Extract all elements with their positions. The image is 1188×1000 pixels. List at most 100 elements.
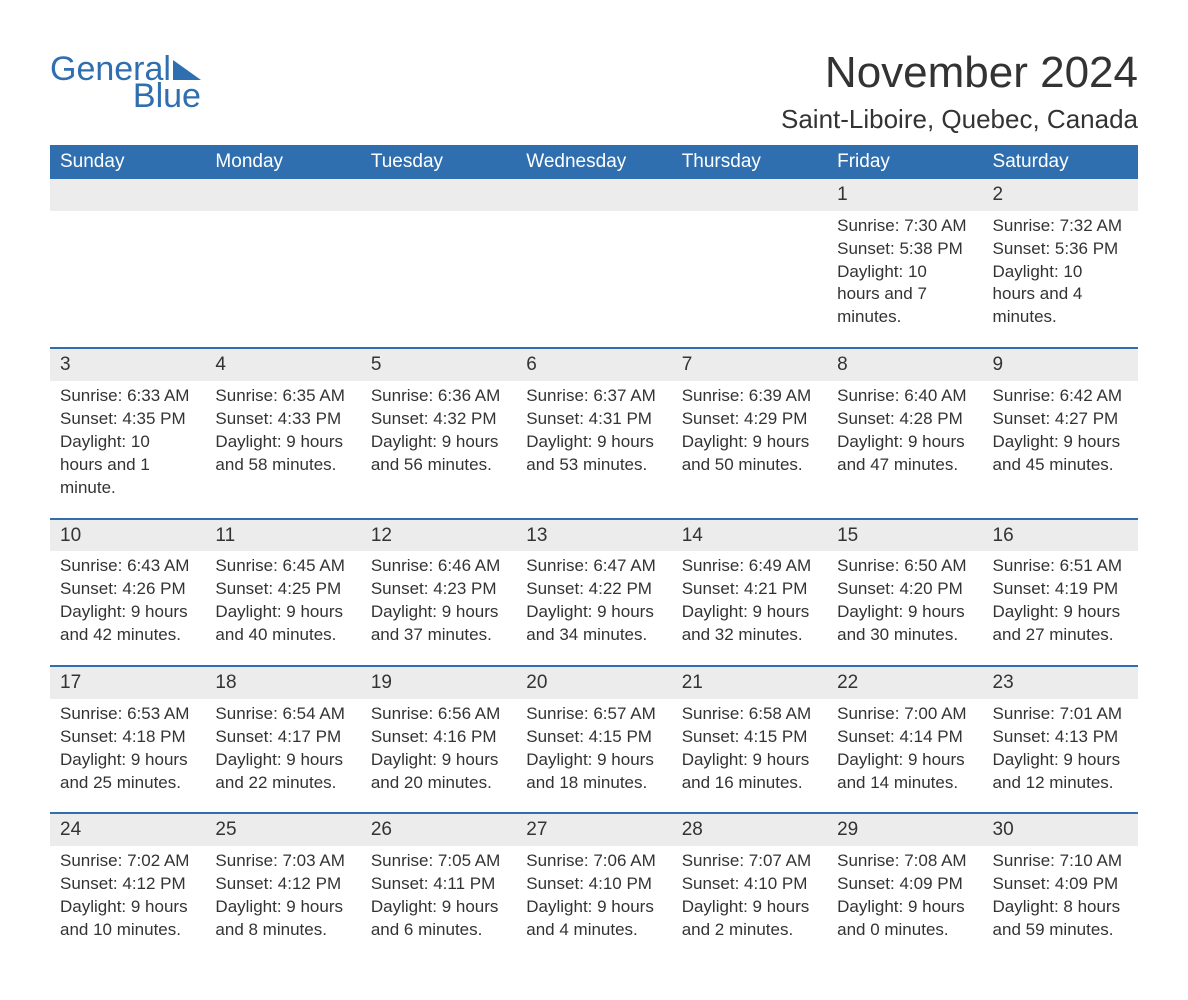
- sunset-line: Sunset: 4:26 PM: [60, 578, 195, 601]
- day-number: 15: [827, 520, 982, 552]
- sunset-line: Sunset: 4:13 PM: [993, 726, 1128, 749]
- sunrise-line: Sunrise: 7:32 AM: [993, 215, 1128, 238]
- day-number: 26: [361, 814, 516, 846]
- sunrise-line: Sunrise: 6:56 AM: [371, 703, 506, 726]
- sunset-line: Sunset: 4:27 PM: [993, 408, 1128, 431]
- calendar-cell: 11Sunrise: 6:45 AMSunset: 4:25 PMDayligh…: [205, 519, 360, 666]
- day-number: 8: [827, 349, 982, 381]
- daylight-line: Daylight: 9 hours and 58 minutes.: [215, 431, 350, 477]
- daynum-blank: [50, 179, 205, 211]
- calendar-cell: 6Sunrise: 6:37 AMSunset: 4:31 PMDaylight…: [516, 348, 671, 518]
- daylight-line: Daylight: 9 hours and 12 minutes.: [993, 749, 1128, 795]
- calendar-week-row: 10Sunrise: 6:43 AMSunset: 4:26 PMDayligh…: [50, 519, 1138, 666]
- day-number: 22: [827, 667, 982, 699]
- calendar-cell: 10Sunrise: 6:43 AMSunset: 4:26 PMDayligh…: [50, 519, 205, 666]
- calendar-cell: 24 Sunrise: 7:02 AMSunset: 4:12 PMDayligh…: [50, 813, 205, 959]
- calendar-cell: 30Sunrise: 7:10 AMSunset: 4:09 PMDayligh…: [983, 813, 1138, 959]
- calendar-cell: 4Sunrise: 6:35 AMSunset: 4:33 PMDaylight…: [205, 348, 360, 518]
- day-number: 18: [205, 667, 360, 699]
- sunset-line: Sunset: 4:31 PM: [526, 408, 661, 431]
- calendar-cell: 28Sunrise: 7:07 AMSunset: 4:10 PMDayligh…: [672, 813, 827, 959]
- calendar-cell: 7Sunrise: 6:39 AMSunset: 4:29 PMDaylight…: [672, 348, 827, 518]
- calendar-cell: 27 Sunrise: 7:06 AMSunset: 4:10 PMDayligh…: [516, 813, 671, 959]
- calendar-cell: 12Sunrise: 6:46 AMSunset: 4:23 PMDayligh…: [361, 519, 516, 666]
- sunrise-line: Sunrise: 7:10 AM: [993, 850, 1128, 873]
- sunrise-line: Sunrise: 6:58 AM: [682, 703, 817, 726]
- sunrise-line: Sunrise: 6:43 AM: [60, 555, 195, 578]
- day-number: 13: [516, 520, 671, 552]
- sunrise-line: Sunrise: 7:06 AM: [526, 850, 661, 873]
- day-details: Sunrise: 6:57 AMSunset: 4:15 PMDaylight:…: [526, 703, 661, 795]
- sunrise-line: Sunrise: 6:49 AM: [682, 555, 817, 578]
- daylight-line: Daylight: 9 hours and 6 minutes.: [371, 896, 506, 942]
- weekday-friday: Friday: [827, 145, 982, 179]
- calendar-cell: 26 Sunrise: 7:05 AMSunset: 4:11 PMDayligh…: [361, 813, 516, 959]
- daylight-line: Daylight: 9 hours and 50 minutes.: [682, 431, 817, 477]
- day-number: 30: [983, 814, 1138, 846]
- month-title: November 2024: [781, 48, 1138, 98]
- sunset-line: Sunset: 4:32 PM: [371, 408, 506, 431]
- daylight-line: Daylight: 10 hours and 1 minute.: [60, 431, 195, 500]
- day-number: 27: [516, 814, 671, 846]
- calendar-cell: 2Sunrise: 7:32 AMSunset: 5:36 PMDaylight…: [983, 179, 1138, 348]
- calendar-cell: 29Sunrise: 7:08 AMSunset: 4:09 PMDayligh…: [827, 813, 982, 959]
- day-details: Sunrise: 7:05 AMSunset: 4:11 PMDaylight:…: [371, 850, 506, 942]
- sunset-line: Sunset: 4:17 PM: [215, 726, 350, 749]
- sunrise-line: Sunrise: 7:05 AM: [371, 850, 506, 873]
- calendar-cell: [361, 179, 516, 348]
- sunrise-line: Sunrise: 6:51 AM: [993, 555, 1128, 578]
- sunrise-line: Sunrise: 6:42 AM: [993, 385, 1128, 408]
- day-number: 16: [983, 520, 1138, 552]
- calendar-cell: [516, 179, 671, 348]
- day-details: Sunrise: 7:01 AMSunset: 4:13 PMDaylight:…: [993, 703, 1128, 795]
- weekday-thursday: Thursday: [672, 145, 827, 179]
- sunrise-line: Sunrise: 6:45 AM: [215, 555, 350, 578]
- day-details: Sunrise: 6:46 AMSunset: 4:23 PMDaylight:…: [371, 555, 506, 647]
- day-details: Sunrise: 6:58 AMSunset: 4:15 PMDaylight:…: [682, 703, 817, 795]
- day-number: 14: [672, 520, 827, 552]
- day-details: Sunrise: 6:54 AMSunset: 4:17 PMDaylight:…: [215, 703, 350, 795]
- sunrise-line: Sunrise: 7:30 AM: [837, 215, 972, 238]
- sunset-line: Sunset: 4:22 PM: [526, 578, 661, 601]
- day-number: 19: [361, 667, 516, 699]
- calendar-week-row: 1Sunrise: 7:30 AMSunset: 5:38 PMDaylight…: [50, 179, 1138, 348]
- daynum-blank: [361, 179, 516, 211]
- calendar-cell: 22Sunrise: 7:00 AMSunset: 4:14 PMDayligh…: [827, 666, 982, 813]
- daylight-line: Daylight: 9 hours and 53 minutes.: [526, 431, 661, 477]
- daynum-blank: [516, 179, 671, 211]
- sunrise-line: Sunrise: 6:37 AM: [526, 385, 661, 408]
- sunrise-line: Sunrise: 6:40 AM: [837, 385, 972, 408]
- daylight-line: Daylight: 9 hours and 4 minutes.: [526, 896, 661, 942]
- day-number: 9: [983, 349, 1138, 381]
- day-details: Sunrise: 6:33 AMSunset: 4:35 PMDaylight:…: [60, 385, 195, 500]
- day-number: 17: [50, 667, 205, 699]
- sunset-line: Sunset: 4:10 PM: [526, 873, 661, 896]
- sunset-line: Sunset: 4:29 PM: [682, 408, 817, 431]
- daylight-line: Daylight: 9 hours and 22 minutes.: [215, 749, 350, 795]
- daylight-line: Daylight: 9 hours and 30 minutes.: [837, 601, 972, 647]
- day-details: Sunrise: 6:45 AMSunset: 4:25 PMDaylight:…: [215, 555, 350, 647]
- daylight-line: Daylight: 9 hours and 25 minutes.: [60, 749, 195, 795]
- weekday-sunday: Sunday: [50, 145, 205, 179]
- sunset-line: Sunset: 4:12 PM: [60, 873, 195, 896]
- day-details: Sunrise: 7:02 AMSunset: 4:12 PMDaylight:…: [60, 850, 195, 942]
- daynum-blank: [205, 179, 360, 211]
- day-number: 28: [672, 814, 827, 846]
- sunrise-line: Sunrise: 6:54 AM: [215, 703, 350, 726]
- calendar-cell: [205, 179, 360, 348]
- calendar-cell: 15Sunrise: 6:50 AMSunset: 4:20 PMDayligh…: [827, 519, 982, 666]
- day-details: Sunrise: 6:37 AMSunset: 4:31 PMDaylight:…: [526, 385, 661, 477]
- daylight-line: Daylight: 9 hours and 37 minutes.: [371, 601, 506, 647]
- calendar-body: 1Sunrise: 7:30 AMSunset: 5:38 PMDaylight…: [50, 179, 1138, 960]
- day-number: 29: [827, 814, 982, 846]
- day-number: 7: [672, 349, 827, 381]
- daylight-line: Daylight: 9 hours and 40 minutes.: [215, 601, 350, 647]
- sunrise-line: Sunrise: 7:01 AM: [993, 703, 1128, 726]
- day-details: Sunrise: 6:36 AMSunset: 4:32 PMDaylight:…: [371, 385, 506, 477]
- daylight-line: Daylight: 9 hours and 20 minutes.: [371, 749, 506, 795]
- sunset-line: Sunset: 4:18 PM: [60, 726, 195, 749]
- sunset-line: Sunset: 4:35 PM: [60, 408, 195, 431]
- day-number: 24: [50, 814, 205, 846]
- sunset-line: Sunset: 4:28 PM: [837, 408, 972, 431]
- daylight-line: Daylight: 9 hours and 45 minutes.: [993, 431, 1128, 477]
